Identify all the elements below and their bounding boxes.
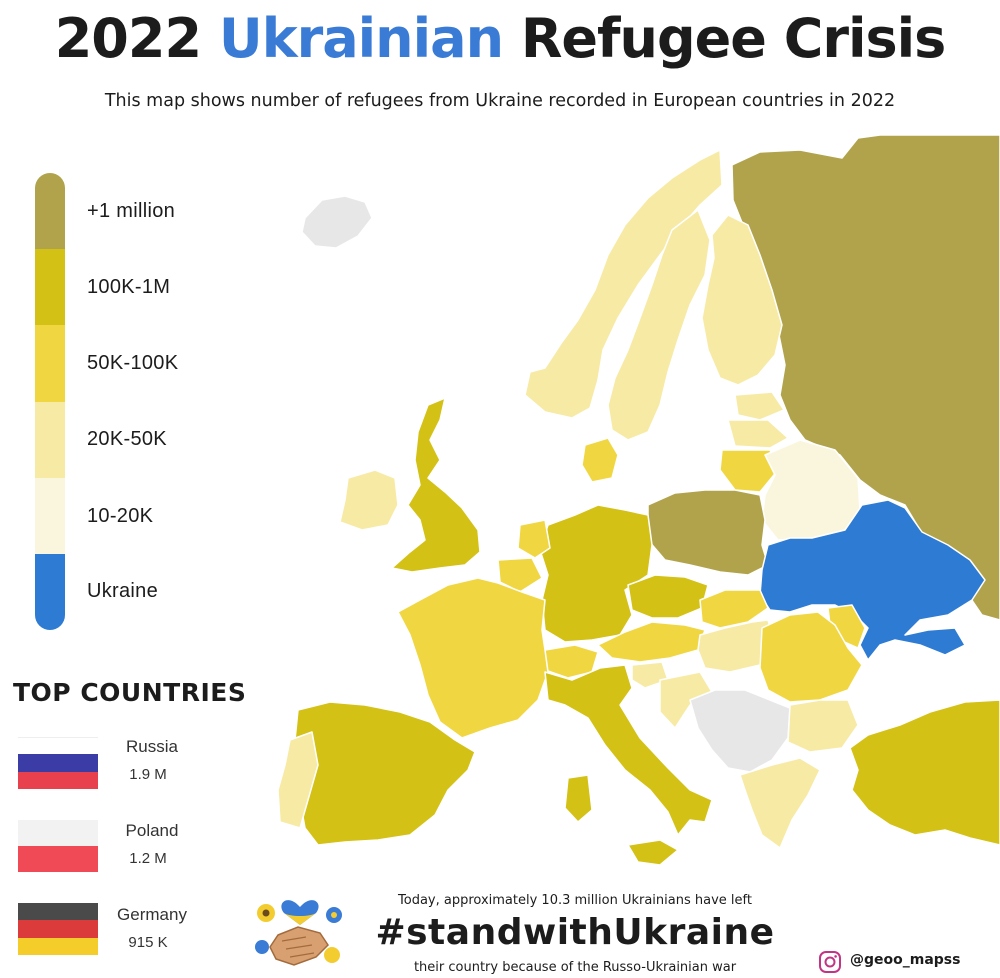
legend-label: 10-20K [87,505,154,527]
instagram-handle[interactable]: @geoo_mapss [850,952,961,968]
map-romania [759,611,863,703]
map-uk [391,397,481,573]
europe-map [277,134,1000,866]
top-countries-heading: TOP COUNTRIES [13,678,247,707]
hashtag: #standwithUkraine [375,912,775,953]
legend-swatch-20k [35,401,65,478]
title-rest: Refugee Crisis [520,7,946,70]
footer-text-bottom: their country because of the Russo-Ukrai… [413,960,737,975]
map-latvia [727,419,789,449]
legend-label: 100K-1M [87,276,171,298]
country-value: 915 K [128,934,168,951]
country-value: 1.9 M [129,766,167,783]
germany-flag-icon [18,903,98,955]
russia-flag-icon [18,737,98,789]
legend-label: 20K-50K [87,428,167,450]
map-czechia [627,574,709,619]
map-estonia [734,391,785,421]
legend-label: Ukraine [87,580,159,602]
map-france [397,577,549,739]
map-ireland [339,469,399,531]
title-country: Ukrainian [218,7,504,70]
country-name: Germany [117,905,187,924]
map-germany [539,504,653,643]
map-iceland [301,195,373,249]
legend-swatch-50k [35,325,65,402]
flower-icon [255,940,269,954]
map-lithuania [719,449,779,493]
map-poland [647,489,769,576]
country-name: Russia [126,737,178,756]
instagram-icon[interactable] [818,950,842,974]
map-finland [701,214,783,386]
map-balkans [689,689,791,773]
legend-swatch-10k [35,477,65,554]
title-year: 2022 [54,7,202,70]
map-ukraine [759,499,986,661]
flower-icon [324,947,340,963]
country-value: 1.2 M [129,850,167,867]
country-name: Poland [125,821,179,840]
footer-text-top: Today, approximately 10.3 million Ukrain… [398,893,752,908]
map-portugal [277,731,319,829]
map-slovakia [699,589,769,629]
legend-color-bar [35,173,65,630]
legend-swatch-1m [35,173,65,250]
map-croatia [659,671,713,729]
map-sicily [627,839,679,866]
map-turkey [849,699,1000,846]
poland-flag-icon [18,820,98,872]
legend-swatch-ukraine [35,553,65,630]
hands-heart-illustration [255,900,342,966]
map-greece [739,757,821,849]
map-italy [544,664,713,836]
hands-icon [269,926,329,966]
page-title: 2022 Ukrainian Refugee Crisis [0,4,1000,74]
map-slovenia [631,661,669,689]
page-subtitle: This map shows number of refugees from U… [104,91,896,111]
map-bulgaria [787,699,859,753]
map-belgium [497,557,543,593]
legend-swatch-100k [35,249,65,326]
map-sweden [607,209,711,441]
map-netherlands [517,519,551,559]
legend-label: 50K-100K [87,352,179,374]
map-sardinia [564,774,593,823]
legend-label: +1 million [87,200,176,222]
heart-icon [281,900,319,925]
map-denmark [581,437,619,483]
